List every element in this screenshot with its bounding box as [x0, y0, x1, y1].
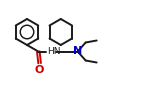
Text: O: O [35, 65, 44, 75]
Text: HN: HN [47, 47, 60, 56]
Text: N: N [73, 47, 82, 56]
